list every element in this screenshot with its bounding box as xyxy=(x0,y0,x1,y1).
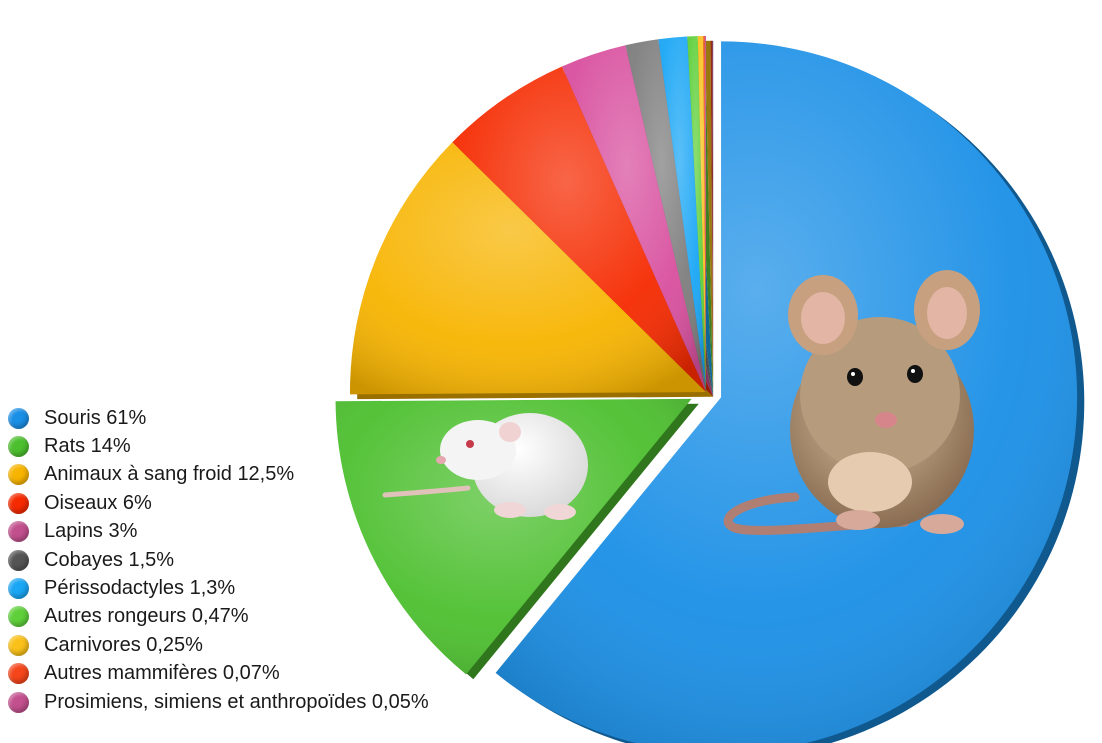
legend-label: Périssodactyles 1,3% xyxy=(44,577,236,600)
pie-slice-autres-mammiferes-depth xyxy=(710,40,714,397)
pie-slice-carnivores-shading xyxy=(697,36,706,392)
legend-swatch xyxy=(8,464,29,486)
legend-label: Prosimiens, simiens et anthropoïdes 0,05… xyxy=(44,690,429,713)
pie-slice-autres-rongeurs-shading xyxy=(687,36,706,392)
legend-swatch xyxy=(8,578,29,600)
legend-item-carnivores: Carnivores 0,25% xyxy=(8,631,429,659)
pie-slice-carnivores-depth xyxy=(704,40,714,397)
legend-label: Lapins 3% xyxy=(44,520,138,543)
legend-label: Rats 14% xyxy=(44,435,131,458)
pie-slice-prosimiens-simiens-et-anthropoides-depth xyxy=(712,40,714,397)
legend-label: Animaux à sang froid 12,5% xyxy=(44,463,295,486)
legend-swatch xyxy=(8,436,29,458)
legend-label: Autres rongeurs 0,47% xyxy=(44,605,249,628)
legend-label: Souris 61% xyxy=(44,406,147,429)
legend-swatch xyxy=(8,634,29,656)
legend-item-animaux-sang-froid: Animaux à sang froid 12,5% xyxy=(8,461,429,489)
mouse-image xyxy=(723,270,980,535)
legend-item-autres-mammiferes: Autres mammifères 0,07% xyxy=(8,660,429,688)
legend-item-oiseaux: Oiseaux 6% xyxy=(8,489,429,517)
legend-swatch xyxy=(8,549,29,571)
legend-item-cobayes: Cobayes 1,5% xyxy=(8,546,429,574)
legend-label: Cobayes 1,5% xyxy=(44,548,175,571)
pie-slice-animaux-a-sang-froid-shading xyxy=(350,142,706,395)
legend-item-perissodactyles: Périssodactyles 1,3% xyxy=(8,574,429,602)
pie-slice-oiseaux-shading xyxy=(452,66,706,392)
legend-label: Autres mammifères 0,07% xyxy=(44,662,280,685)
pie-slice-lapins-shading xyxy=(561,45,706,393)
legend-swatch xyxy=(8,691,29,713)
pie-slice-autres-mammiferes-shading xyxy=(703,36,706,392)
legend-swatch xyxy=(8,663,29,685)
legend-item-souris: Souris 61% xyxy=(8,404,429,432)
legend-label: Oiseaux 6% xyxy=(44,491,152,514)
pie-slice-rats-shading xyxy=(335,398,692,675)
legend-label: Carnivores 0,25% xyxy=(44,633,203,656)
legend-swatch xyxy=(8,521,29,543)
rat-image xyxy=(382,413,588,520)
legend-swatch xyxy=(8,492,29,514)
legend-item-lapins: Lapins 3% xyxy=(8,518,429,546)
pie-slice-souris-shading xyxy=(495,41,1078,743)
legend-item-autres-rongeurs: Autres rongeurs 0,47% xyxy=(8,603,429,631)
legend-swatch xyxy=(8,606,29,628)
pie-slice-prosimiens-simiens-et-anthropoides-shading xyxy=(704,35,706,392)
pie-slice-cobayes-shading xyxy=(625,39,706,392)
legend: Souris 61% Rats 14% Animaux à sang froid… xyxy=(8,404,429,716)
legend-swatch xyxy=(8,407,29,429)
legend-item-rats: Rats 14% xyxy=(8,432,429,460)
pie-slice-perissodactyles-shading xyxy=(658,36,706,393)
legend-item-primates: Prosimiens, simiens et anthropoïdes 0,05… xyxy=(8,688,429,716)
